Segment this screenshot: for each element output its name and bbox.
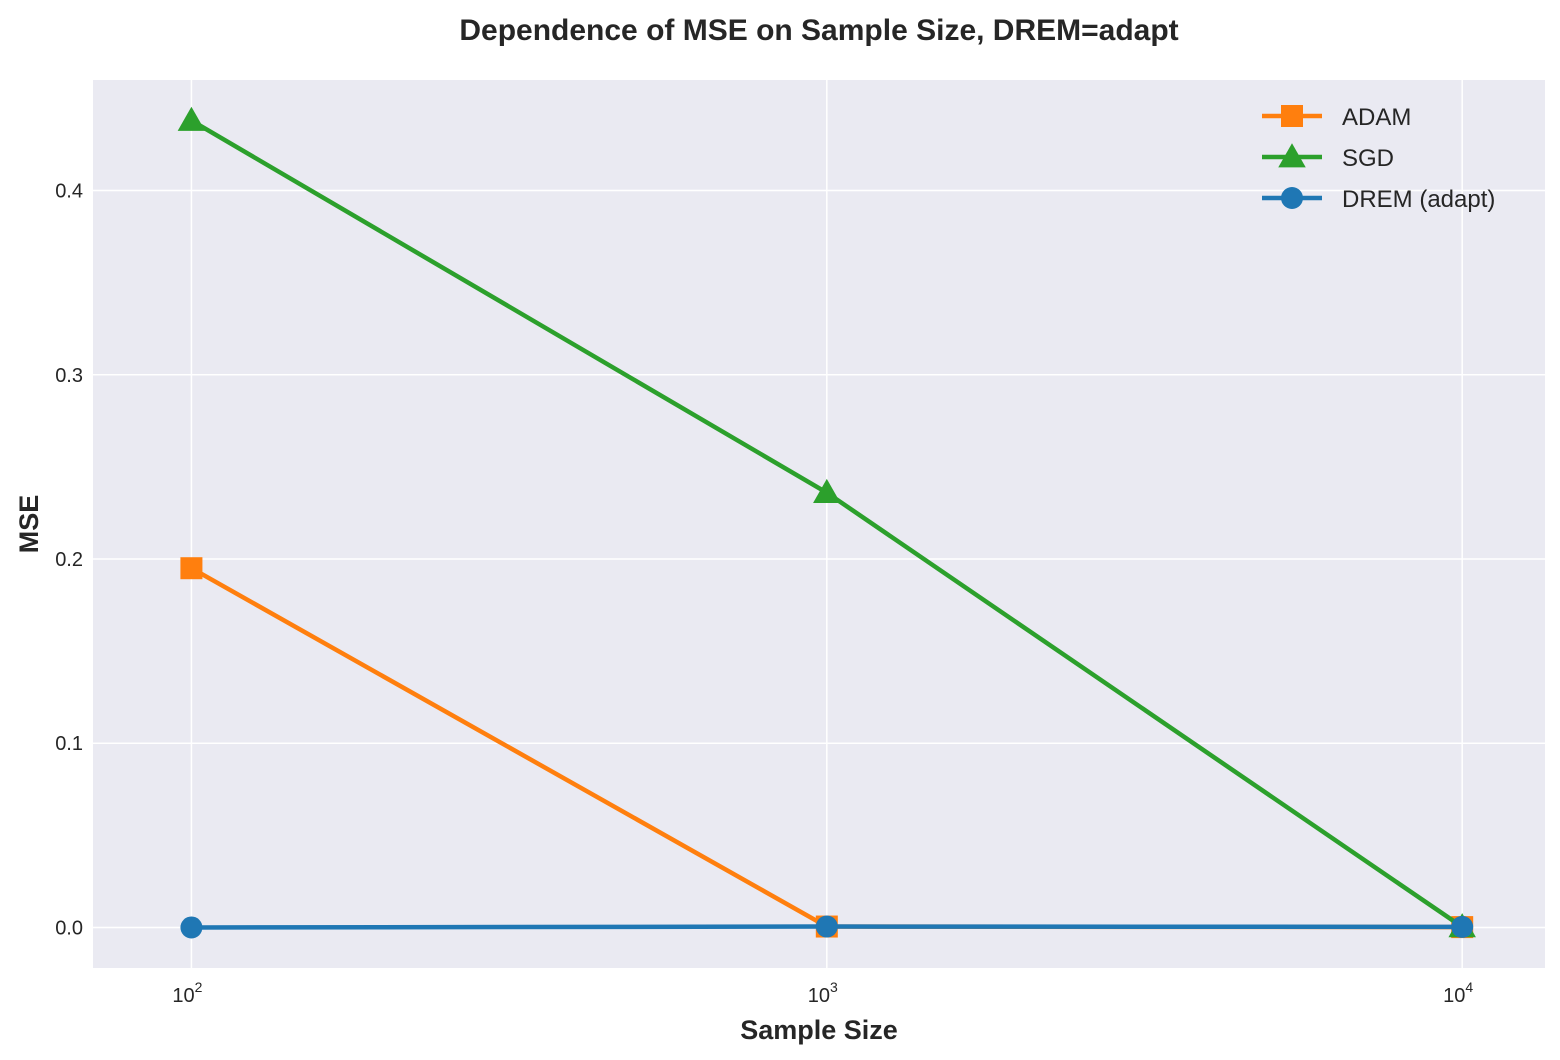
ticks: 0.0 0.1 0.2 0.3 0.4 102 103 104 (55, 181, 1473, 1007)
data-point (1451, 915, 1474, 938)
legend-marker (1281, 105, 1303, 127)
y-tick-label: 0.0 (55, 917, 83, 939)
legend: ADAM SGD DREM (adapt) (1262, 104, 1495, 213)
data-point (813, 478, 841, 503)
legend-label: ADAM (1342, 104, 1411, 131)
x-axis-label: Sample Size (740, 1015, 898, 1045)
data-point (180, 916, 203, 939)
series-drem-adapt (180, 915, 1474, 939)
legend-entry: DREM (adapt) (1262, 186, 1495, 213)
legend-entry: SGD (1262, 143, 1394, 172)
y-tick-label: 0.3 (55, 365, 83, 387)
y-tick-label: 0.2 (55, 549, 83, 571)
y-axis-label: MSE (14, 495, 44, 554)
legend-label: DREM (adapt) (1342, 186, 1495, 213)
data-point (815, 915, 838, 938)
x-tick-label: 103 (808, 979, 838, 1007)
data-point (180, 557, 203, 580)
x-tick-label: 104 (1443, 979, 1473, 1007)
y-tick-label: 0.1 (55, 733, 83, 755)
legend-label: SGD (1342, 145, 1394, 172)
legend-entry: ADAM (1262, 104, 1411, 131)
y-tick-label: 0.4 (55, 181, 83, 203)
legend-marker (1281, 187, 1303, 209)
chart-title: Dependence of MSE on Sample Size, DREM=a… (459, 14, 1178, 47)
data-point (177, 106, 206, 131)
x-tick-label: 102 (172, 979, 202, 1007)
legend-marker (1278, 143, 1306, 168)
series-layer (177, 106, 1476, 939)
